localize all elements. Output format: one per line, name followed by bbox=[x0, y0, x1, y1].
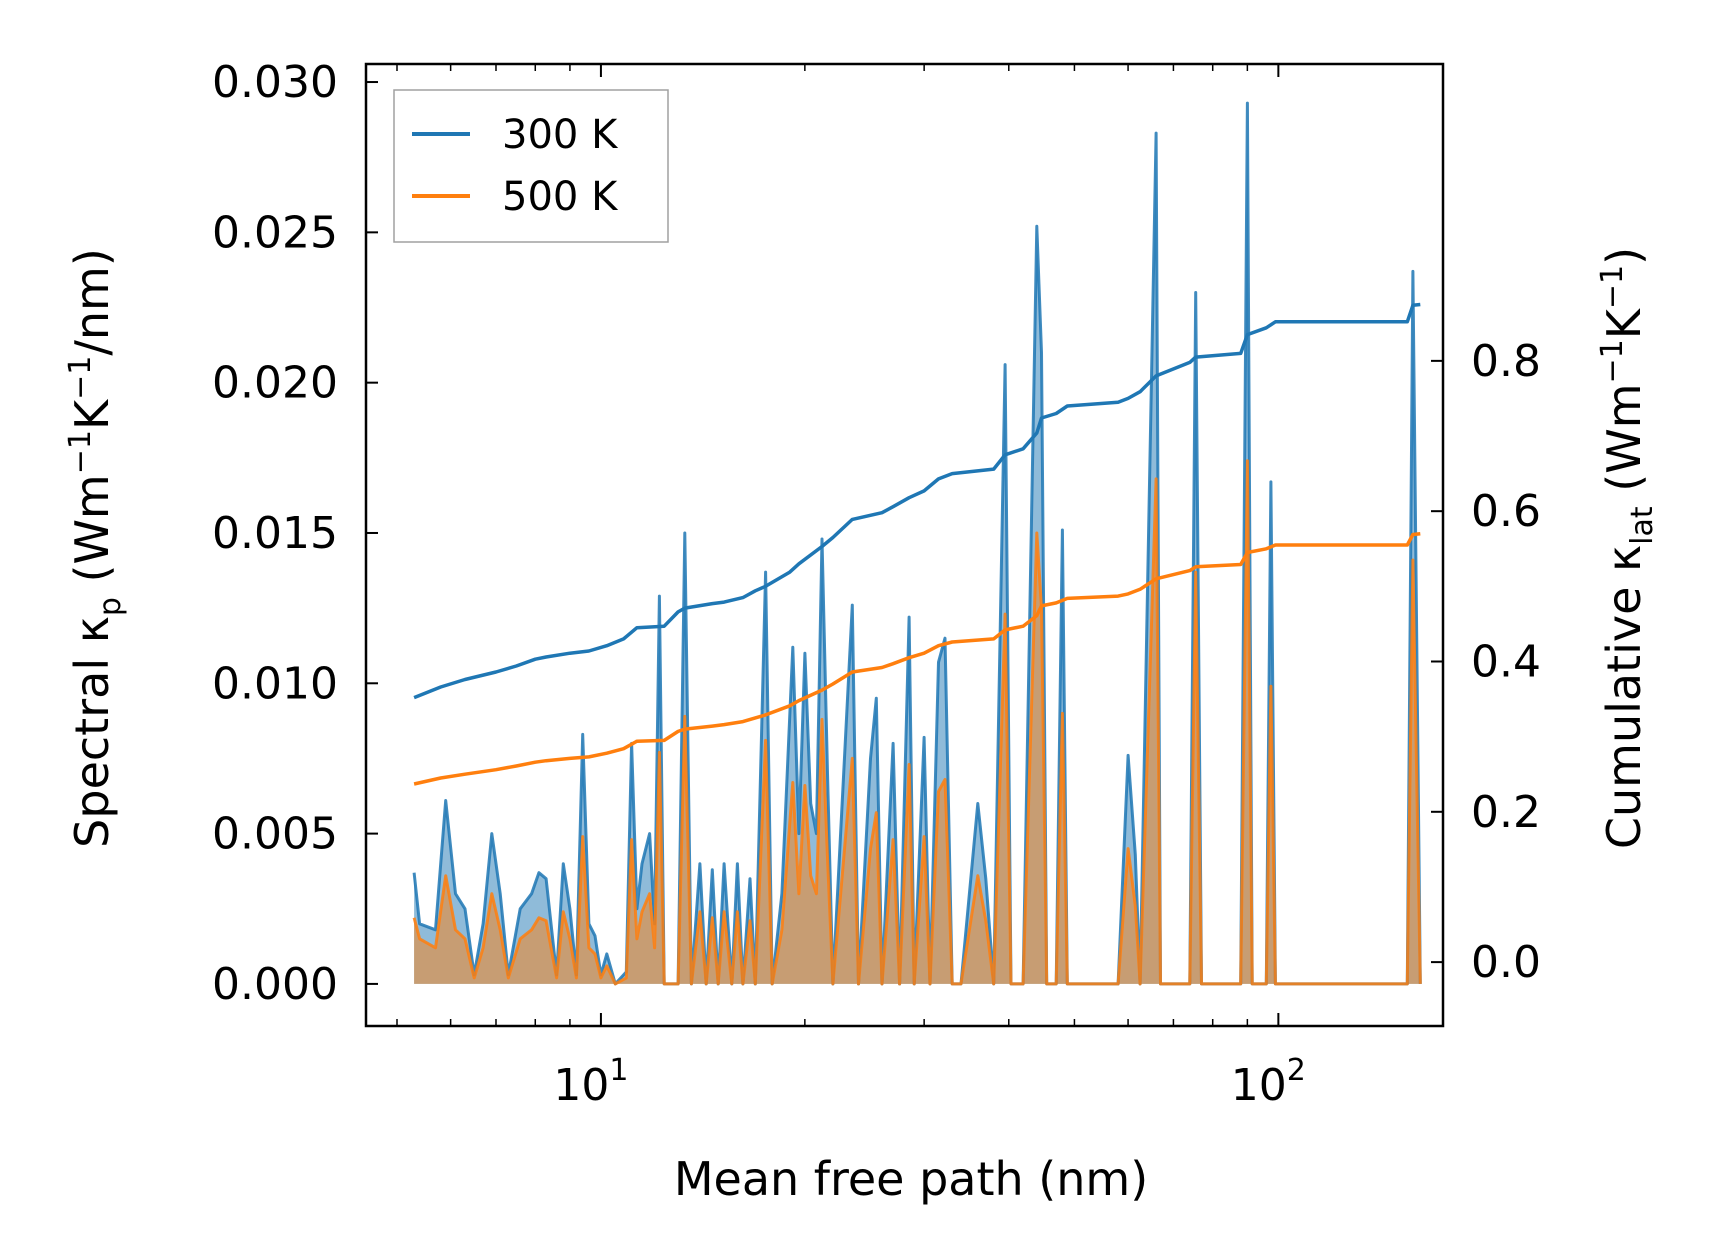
right-axis-title-main: Cumulative κ bbox=[1597, 545, 1651, 849]
right-axis-title-mid: K bbox=[1597, 307, 1651, 339]
right-tick-label: 0.2 bbox=[1471, 787, 1541, 838]
legend-label-500k: 500 K bbox=[502, 174, 619, 220]
right-axis-title-sub: lat bbox=[1625, 506, 1660, 545]
legend-box bbox=[393, 89, 669, 243]
left-tick-label: 0.005 bbox=[212, 809, 338, 860]
right-axis-title-sup2: −1 bbox=[1595, 265, 1630, 309]
x-axis-title: Mean free path (nm) bbox=[674, 1152, 1148, 1206]
right-axis-title-units: (Wm bbox=[1597, 383, 1651, 506]
left-axis-title-sup1: −1 bbox=[63, 430, 98, 474]
cumulative-line-500k bbox=[413, 531, 1421, 786]
cumulative-line-300k bbox=[413, 302, 1421, 700]
spectral-line-layer bbox=[412, 101, 1422, 986]
right-axis-title: Cumulative κlat (Wm−1K−1) bbox=[1595, 247, 1660, 849]
left-tick-label: 0.000 bbox=[212, 959, 338, 1010]
left-axis-title-mid: K bbox=[65, 398, 119, 430]
x-tick-label: 101 bbox=[553, 1053, 628, 1111]
plot-frame bbox=[364, 62, 1445, 1028]
left-axis-title-sub: p bbox=[93, 597, 128, 616]
left-axis-title: Spectral κp (Wm−1K−1/nm) bbox=[63, 248, 128, 848]
left-tick-label: 0.010 bbox=[212, 658, 338, 709]
left-axis-title-suffix: /nm) bbox=[65, 248, 119, 355]
left-axis-title-main: Spectral κ bbox=[65, 616, 119, 848]
left-axis-title-units: (Wm bbox=[65, 474, 119, 597]
cumulative-line-layer bbox=[413, 302, 1421, 786]
left-tick-label: 0.025 bbox=[212, 207, 338, 258]
x-tick-label: 102 bbox=[1231, 1053, 1306, 1111]
spectral-line-500k bbox=[412, 459, 1422, 986]
legend: 300 K 500 K bbox=[393, 89, 669, 243]
right-tick-label: 0.6 bbox=[1471, 486, 1541, 537]
legend-label-300k: 300 K bbox=[502, 112, 619, 158]
right-axis-title-suffix: ) bbox=[1597, 247, 1651, 265]
left-tick-label: 0.030 bbox=[212, 57, 338, 108]
left-tick-label: 0.015 bbox=[212, 508, 338, 559]
right-tick-label: 0.0 bbox=[1471, 937, 1541, 988]
left-tick-label: 0.020 bbox=[212, 358, 338, 409]
right-tick-label: 0.4 bbox=[1471, 636, 1541, 687]
right-tick-label: 0.8 bbox=[1471, 336, 1541, 387]
right-axis-title-sup1: −1 bbox=[1595, 339, 1630, 383]
tick-layer: 0.000 0.005 0.010 0.015 0.020 0.025 0.030 0.0 0.… bbox=[212, 57, 1541, 1111]
left-axis-title-sup2: −1 bbox=[63, 356, 98, 400]
